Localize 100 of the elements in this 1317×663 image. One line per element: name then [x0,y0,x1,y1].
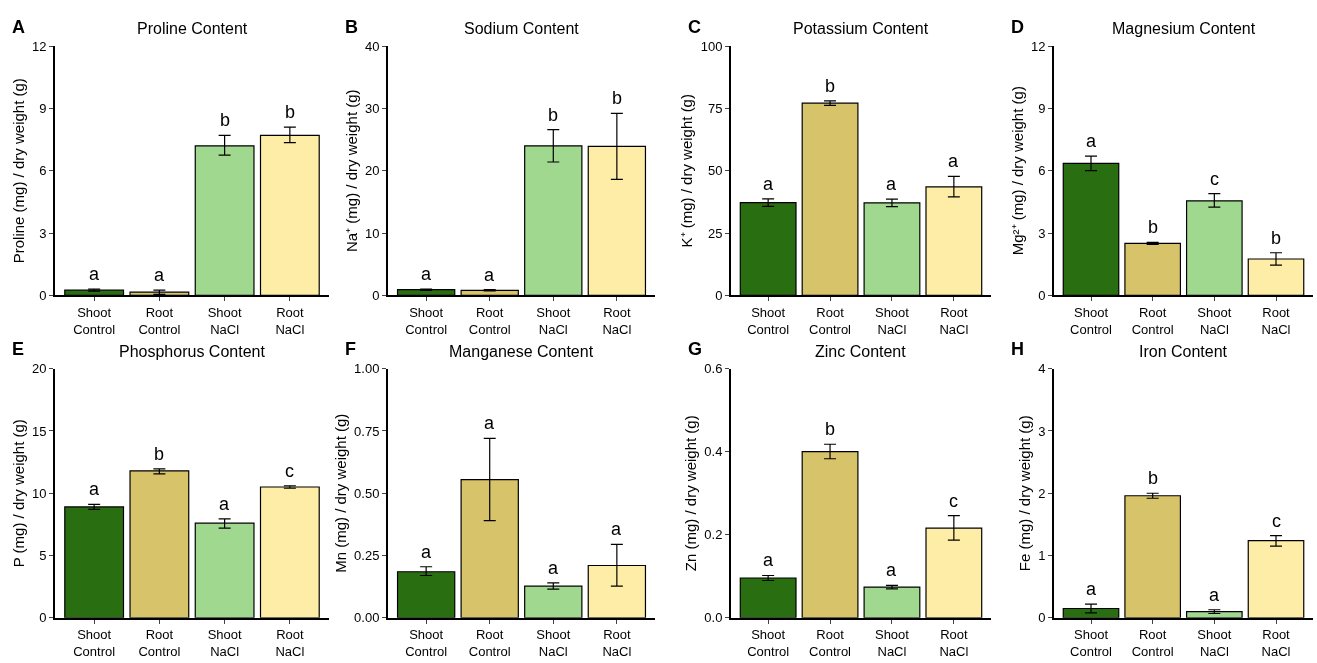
y-tick-label: 40 [364,38,380,54]
chart-title: Potassium Content [793,20,929,37]
y-tick-label: 9 [39,100,47,116]
y-tick-label: 0.6 [704,361,723,377]
annotation: a [484,413,495,433]
annotation: a [154,265,165,285]
y-tick-label: 6 [39,163,47,179]
x-tick-label: Root NaCl [939,627,969,660]
y-tick-label: 10 [31,485,47,501]
annotation: a [1209,585,1220,605]
annotation: a [219,494,230,514]
x-tick-label: Root Control [468,627,511,660]
y-tick-label: 12 [1030,38,1046,54]
annotation: a [1086,579,1097,599]
annotation: c [1272,511,1281,531]
y-tick-label: 0 [372,287,380,303]
y-axis-title: K⁺ (mg) / dry weight (g) [678,94,696,248]
text: F [345,339,356,359]
chart-title: Magnesium Content [1112,20,1256,37]
text: A [12,17,25,37]
chart-title: Zinc Content [815,343,907,360]
y-tick-label: 0 [39,610,47,626]
x-tick-label: Shoot NaCl [874,304,910,337]
annotation: a [1086,131,1097,151]
annotation: a [886,174,897,194]
y-tick-label: 0.50 [354,485,380,501]
chart-title: Phosphorus Content [119,343,266,360]
y-tick-label: 25 [707,225,723,241]
x-tick-label: Shoot NaCl [536,304,571,337]
y-tick-label: 15 [31,423,47,439]
text: E [12,339,25,359]
chart-title: Proline Content [137,20,248,37]
y-tick-label: 0 [39,287,47,303]
y-tick-label: 20 [364,163,380,179]
x-tick-label: Root NaCl [1261,627,1291,660]
annotation: a [611,519,622,539]
y-axis-title: Proline (mg) / dry weight (g) [9,78,27,264]
chart-title: Sodium Content [464,20,580,37]
annotation: a [421,542,432,562]
x-tick-label: Shoot Control [405,304,448,337]
x-tick-label: Shoot Control [73,304,116,337]
y-tick-label: 0 [1038,287,1046,303]
y-tick-label: 100 [700,38,723,54]
x-tick-label: Shoot NaCl [1197,304,1232,337]
x-tick-label: Root NaCl [1261,304,1291,337]
annotation: a [421,264,432,284]
annotation: a [886,560,897,580]
annotation: b [1271,228,1282,248]
annotation: a [763,550,774,570]
y-tick-label: 0.25 [354,548,380,564]
y-axis-title: P (mg) / dry weight (g) [9,419,27,568]
x-tick-label: Root NaCl [602,627,632,660]
y-tick-label: 0 [1038,610,1046,626]
annotation: c [949,491,958,511]
annotation: b [285,102,296,122]
x-tick-label: Root Control [1131,304,1174,337]
annotation: b [154,444,165,464]
annotation: a [548,558,559,578]
annotation: b [825,76,836,96]
y-axis-title: Fe (mg) / dry weight (g) [1015,415,1033,572]
x-tick-label: Shoot Control [747,304,790,337]
x-tick-label: Shoot Control [1070,304,1113,337]
text: B [345,17,358,37]
y-tick-label: 12 [31,38,47,54]
x-tick-label: Shoot NaCl [536,627,571,660]
y-tick-label: 50 [707,163,723,179]
y-axis-title: Mg²⁺ (mg) / dry weight (g) [1008,86,1026,256]
x-tick-label: Root Control [138,304,181,337]
annotation: b [825,419,836,439]
y-axis-title: Na⁺ (mg) / dry weight (g) [342,89,360,252]
x-tick-label: Root Control [1131,627,1174,660]
x-tick-label: Shoot Control [73,627,116,660]
y-tick-label: 0.75 [354,423,380,439]
x-tick-label: Shoot NaCl [207,304,242,337]
y-tick-label: 0.2 [704,527,723,543]
annotation: c [1210,169,1219,189]
x-tick-label: Shoot Control [405,627,448,660]
y-axis-title: Zn (mg) / dry weight (g) [682,415,700,572]
y-tick-label: 0 [715,287,723,303]
x-tick-label: Root Control [809,627,852,660]
x-tick-label: Root Control [138,627,181,660]
y-tick-label: 20 [31,361,47,377]
annotation: b [1148,468,1159,488]
y-tick-label: 3 [1038,225,1046,241]
chart-title: Manganese Content [449,343,594,360]
annotation: b [612,88,623,108]
annotation: a [484,265,495,285]
annotation: a [89,479,100,499]
annotation: c [285,461,294,481]
text: G [688,339,703,359]
text: H [1011,339,1024,359]
chart-title: Iron Content [1139,343,1228,360]
y-tick-label: 10 [364,225,380,241]
annotation: b [548,105,559,125]
y-tick-label: 3 [39,225,47,241]
y-tick-label: 3 [1038,423,1046,439]
x-tick-label: Shoot Control [747,627,790,660]
y-tick-label: 9 [1038,100,1046,116]
y-tick-label: 2 [1038,485,1046,501]
annotation: a [763,174,774,194]
